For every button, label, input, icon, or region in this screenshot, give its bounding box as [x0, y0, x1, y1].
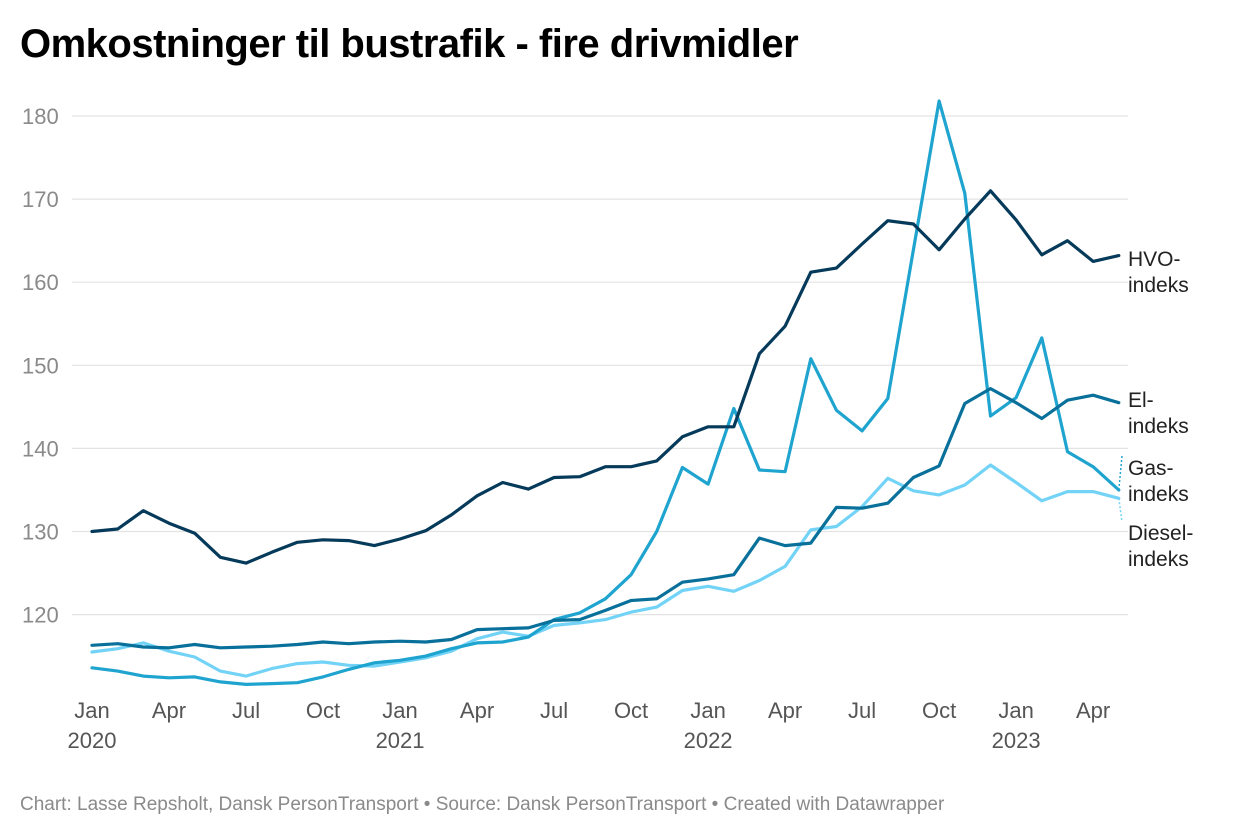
- y-tick-label: 160: [22, 270, 59, 295]
- x-tick-label: Apr: [152, 698, 186, 723]
- x-tick-label: Oct: [922, 698, 956, 723]
- x-tick-label: Jul: [848, 698, 876, 723]
- x-tick-label: Apr: [1076, 698, 1110, 723]
- x-tick-year-label: 2022: [684, 728, 733, 753]
- y-axis: 120 130 140 150 160 170 180: [22, 104, 59, 628]
- label-connector-diesel: [1118, 498, 1123, 523]
- y-tick-label: 150: [22, 353, 59, 378]
- x-tick-label: Jan: [998, 698, 1033, 723]
- series-line-Diesel-indeks: [90, 463, 1121, 678]
- x-tick-label: Apr: [460, 698, 494, 723]
- x-axis: Jan 2020 Apr Jul Oct Jan 2021 Apr Jul Oct Jan 2022 A…: [68, 698, 1111, 753]
- x-tick-year-label: 2023: [992, 728, 1041, 753]
- x-tick-label: Jan: [690, 698, 725, 723]
- x-tick-label: Jan: [74, 698, 109, 723]
- series-label-HVO-indeks: HVO-indeks: [1128, 248, 1189, 297]
- x-tick-label: Jan: [382, 698, 417, 723]
- chart-footer: Chart: Lasse Repsholt, Dansk PersonTrans…: [20, 794, 945, 815]
- x-tick-label: Oct: [306, 698, 340, 723]
- series-line-El-indeks: [90, 387, 1121, 650]
- y-tick-label: 170: [22, 187, 59, 212]
- y-tick-label: 140: [22, 436, 59, 461]
- x-tick-year-label: 2021: [376, 728, 425, 753]
- series-label-Gas-indeks: Gas-indeks: [1128, 457, 1189, 506]
- y-tick-label: 180: [22, 104, 59, 129]
- y-tick-label: 120: [22, 603, 59, 628]
- series-line-HVO-indeks: [90, 189, 1121, 565]
- series-line-Gas-indeks: [90, 99, 1121, 687]
- gridlines: [72, 115, 1128, 616]
- chart-title: Omkostninger til bustrafik - fire drivmi…: [20, 22, 799, 66]
- x-tick-label: Apr: [768, 698, 802, 723]
- x-tick-label: Jul: [232, 698, 260, 723]
- series-labels: Diesel-indeks Gas-indeks El-indeks HVO-inde…: [1118, 248, 1193, 571]
- series-lines: [90, 99, 1121, 687]
- series-label-Diesel-indeks: Diesel-indeks: [1128, 522, 1193, 571]
- label-connector-gas: [1118, 455, 1123, 491]
- x-tick-year-label: 2020: [68, 728, 117, 753]
- y-tick-label: 130: [22, 520, 59, 545]
- series-label-El-indeks: El-indeks: [1128, 389, 1189, 438]
- x-tick-label: Oct: [614, 698, 648, 723]
- x-tick-label: Jul: [540, 698, 568, 723]
